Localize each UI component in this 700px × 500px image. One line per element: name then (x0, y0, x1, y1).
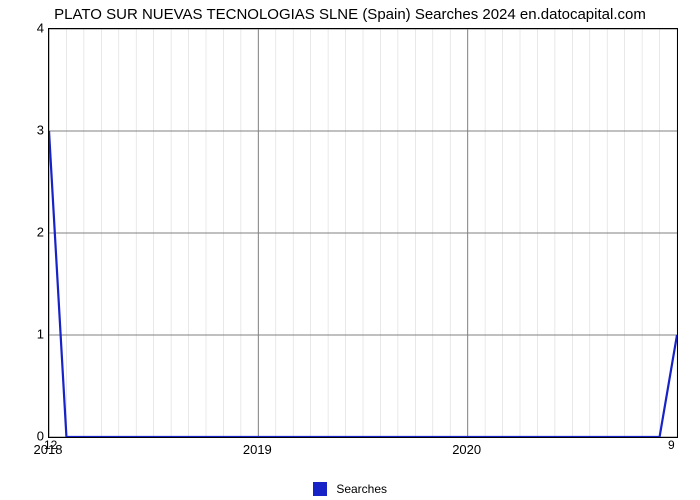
y-tick-label: 3 (4, 123, 44, 138)
y-tick-label: 1 (4, 327, 44, 342)
y-tick-label: 2 (4, 225, 44, 240)
start-endpoint-label: 12 (44, 438, 57, 452)
legend-swatch (313, 482, 327, 496)
x-tick-label: 2020 (452, 442, 481, 457)
chart-container: PLATO SUR NUEVAS TECNOLOGIAS SLNE (Spain… (0, 0, 700, 500)
chart-title: PLATO SUR NUEVAS TECNOLOGIAS SLNE (Spain… (0, 6, 700, 23)
legend: Searches (0, 481, 700, 496)
y-tick-label: 4 (4, 21, 44, 36)
plot-area (48, 28, 678, 438)
x-tick-label: 2019 (243, 442, 272, 457)
end-endpoint-label: 9 (668, 438, 675, 452)
legend-label: Searches (336, 482, 387, 496)
